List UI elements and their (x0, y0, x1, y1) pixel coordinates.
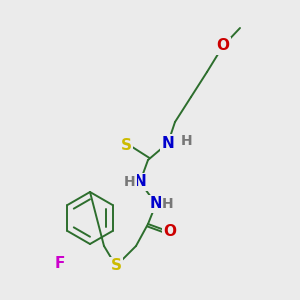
Text: H: H (124, 175, 136, 189)
Text: H: H (162, 197, 174, 211)
Text: F: F (55, 256, 65, 272)
Text: O: O (164, 224, 176, 239)
Text: N: N (150, 196, 162, 211)
Text: N: N (134, 175, 146, 190)
Text: N: N (162, 136, 174, 151)
Text: H: H (181, 134, 193, 148)
Text: O: O (217, 38, 230, 53)
Text: S: S (110, 259, 122, 274)
Text: S: S (121, 139, 131, 154)
